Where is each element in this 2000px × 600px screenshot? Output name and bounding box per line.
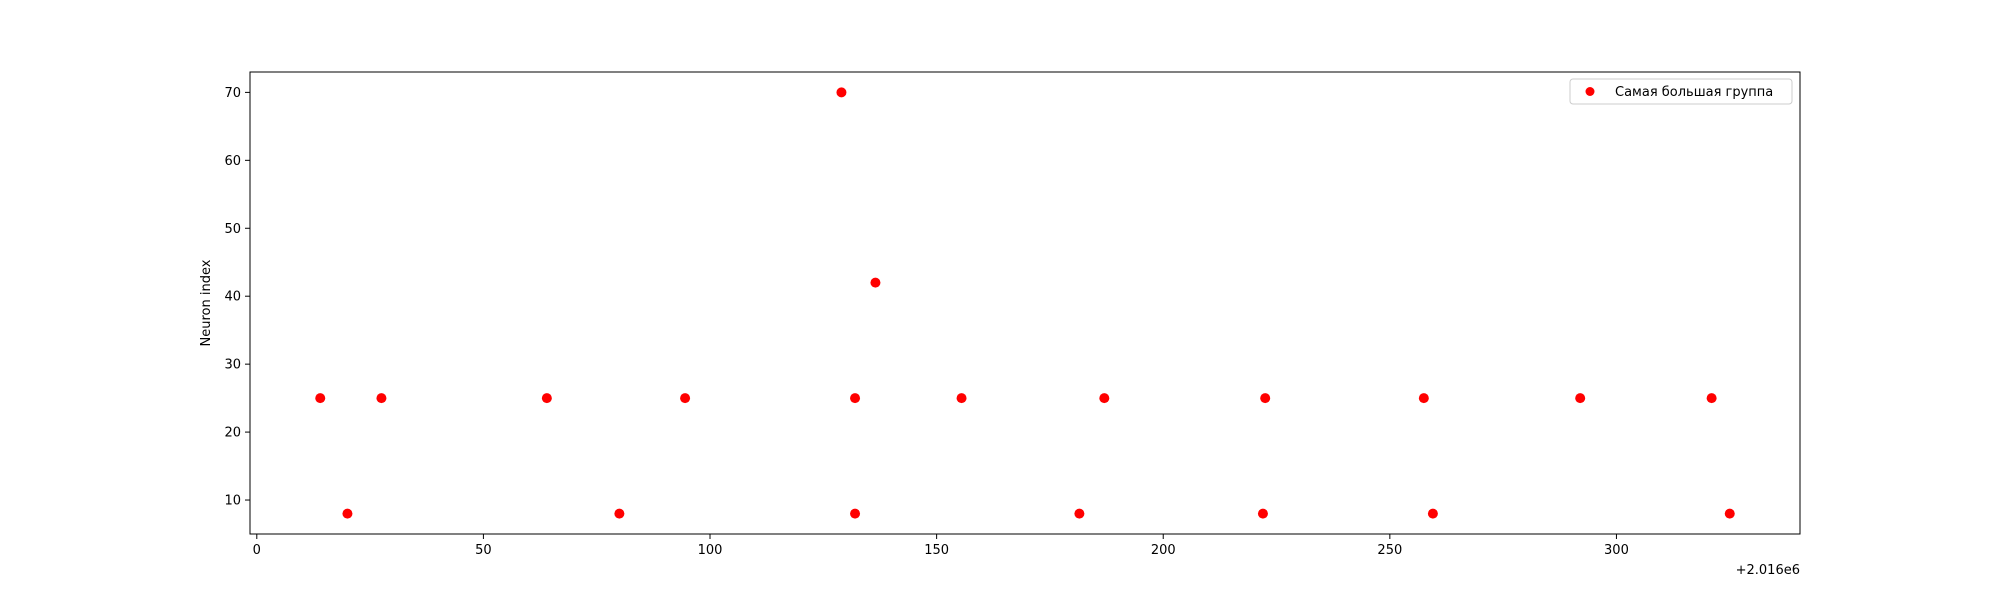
x-tick-label: 150: [924, 543, 949, 558]
data-point: [541, 393, 552, 404]
legend: Самая большая группа: [1569, 78, 1793, 105]
data-point: [1260, 393, 1271, 404]
data-point: [956, 393, 967, 404]
legend-box: [1569, 78, 1793, 105]
data-point: [1706, 393, 1717, 404]
x-axis-offset-label: +2.016e6: [1736, 563, 1800, 578]
x-tick-label: 300: [1604, 543, 1629, 558]
data-point: [1427, 508, 1438, 519]
data-point: [376, 393, 387, 404]
data-point: [1575, 393, 1586, 404]
legend-marker: [1585, 87, 1595, 96]
y-tick-label: 60: [224, 154, 241, 169]
data-point: [614, 508, 625, 519]
x-tick-label: 100: [698, 543, 723, 558]
x-tick-label: 200: [1151, 543, 1176, 558]
data-point: [850, 393, 861, 404]
data-point: [850, 508, 861, 519]
data-point: [1418, 393, 1429, 404]
data-point: [315, 393, 326, 404]
y-axis-label: Neuron index: [199, 259, 214, 346]
data-point: [1724, 508, 1735, 519]
y-tick-label: 20: [224, 426, 241, 441]
data-point: [342, 508, 353, 519]
y-tick-label: 50: [224, 222, 241, 237]
data-point: [1257, 508, 1268, 519]
axes: 0 50 100 150 200 250 300 10 20 30 40 50 60 70: [224, 86, 1628, 558]
y-tick-label: 70: [224, 86, 241, 101]
data-point: [680, 393, 691, 404]
data-points: [315, 87, 1735, 519]
y-tick-label: 30: [224, 358, 241, 373]
data-point: [836, 87, 847, 98]
x-tick-label: 0: [253, 543, 261, 558]
data-point: [1074, 508, 1085, 519]
x-tick-label: 250: [1377, 543, 1402, 558]
y-tick-label: 10: [224, 494, 241, 509]
y-tick-label: 40: [224, 290, 241, 305]
x-tick-label: 50: [475, 543, 492, 558]
plot-frame: [249, 71, 1801, 535]
data-point: [870, 277, 881, 288]
legend-label: Самая большая группа: [1615, 85, 1773, 100]
data-point: [1099, 393, 1110, 404]
